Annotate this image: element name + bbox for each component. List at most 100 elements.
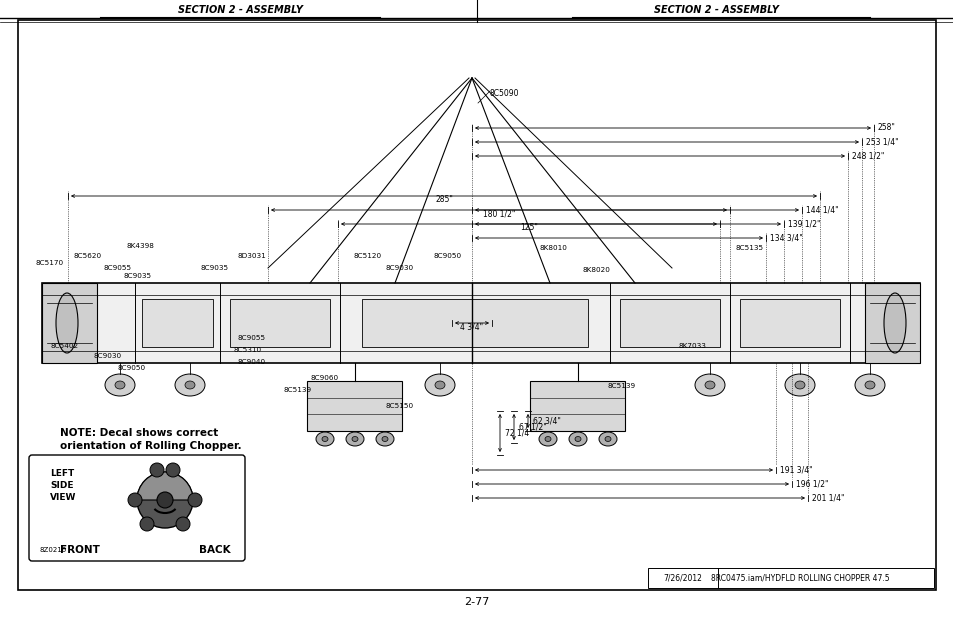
Bar [42,283,919,363]
Text: 8C5139: 8C5139 [284,387,312,393]
Circle shape [166,463,180,477]
Text: 8K7033: 8K7033 [678,343,705,349]
Text: 125": 125" [519,224,537,232]
Bar [739,299,840,347]
Ellipse shape [115,381,125,389]
Text: 8C5150: 8C5150 [386,403,414,409]
Text: 8C5120: 8C5120 [354,253,381,259]
Text: 8C5139: 8C5139 [607,383,636,389]
Ellipse shape [538,432,557,446]
Ellipse shape [704,381,714,389]
Text: 7/26/2012: 7/26/2012 [663,574,701,583]
Circle shape [140,517,153,531]
Ellipse shape [568,432,586,446]
Circle shape [150,463,164,477]
Text: 8D3031: 8D3031 [237,253,266,259]
Text: 8RC0475.iam/HYDFLD ROLLING CHOPPER 47.5: 8RC0475.iam/HYDFLD ROLLING CHOPPER 47.5 [710,574,888,583]
Text: 8C9030: 8C9030 [93,353,122,359]
Text: 248 1/2": 248 1/2" [851,151,883,161]
Text: LEFT: LEFT [50,468,74,478]
Text: 139 1/2": 139 1/2" [787,219,820,229]
Circle shape [128,493,142,507]
Text: 62 3/4": 62 3/4" [533,417,560,426]
Ellipse shape [315,432,334,446]
Text: VIEW: VIEW [50,493,76,501]
Text: 8C5090: 8C5090 [490,88,519,98]
Text: 8C9035: 8C9035 [201,265,229,271]
Text: 144 1/4": 144 1/4" [805,206,838,214]
Text: 201 1/4": 201 1/4" [811,494,843,502]
Bar [230,299,330,347]
Bar [618,299,720,347]
Text: 8C5402: 8C5402 [51,343,79,349]
Ellipse shape [105,374,135,396]
Ellipse shape [56,293,78,353]
Text: SECTION 2 - ASSEMBLY: SECTION 2 - ASSEMBLY [177,5,302,15]
Text: 72 1/4": 72 1/4" [504,428,532,438]
Text: 8C9055: 8C9055 [104,265,132,271]
Text: 8C9050: 8C9050 [434,253,461,259]
Bar [647,568,933,588]
Ellipse shape [695,374,724,396]
Ellipse shape [864,381,874,389]
Ellipse shape [185,381,194,389]
FancyBboxPatch shape [29,455,245,561]
Text: orientation of Rolling Chopper.: orientation of Rolling Chopper. [60,441,241,451]
Text: NOTE: Decal shows correct: NOTE: Decal shows correct [60,428,218,438]
Text: 8C5170: 8C5170 [36,260,64,266]
Text: 8C5620: 8C5620 [74,253,102,259]
Text: 8Z0210: 8Z0210 [40,547,67,553]
Text: FRONT: FRONT [60,545,100,555]
Text: 8C9050: 8C9050 [118,365,146,371]
Ellipse shape [424,374,455,396]
Text: 8C9055: 8C9055 [237,335,266,341]
Circle shape [188,493,202,507]
Ellipse shape [598,432,617,446]
Ellipse shape [352,436,357,441]
Text: 8C9030: 8C9030 [386,265,414,271]
Wedge shape [137,472,193,500]
Ellipse shape [575,436,580,441]
Ellipse shape [784,374,814,396]
Circle shape [137,472,193,528]
Text: 196 1/2": 196 1/2" [795,480,827,488]
Text: 8K8020: 8K8020 [581,267,609,273]
Text: 8C9035: 8C9035 [124,273,152,279]
Text: 8C5310: 8C5310 [233,347,262,353]
Text: 191 3/4": 191 3/4" [780,465,812,475]
Text: 8K8010: 8K8010 [538,245,566,251]
Ellipse shape [174,374,205,396]
Text: SECTION 2 - ASSEMBLY: SECTION 2 - ASSEMBLY [653,5,778,15]
Text: 8C9060: 8C9060 [311,375,338,381]
Text: 285": 285" [435,195,453,205]
Text: 258": 258" [877,124,895,132]
Text: 8K4398: 8K4398 [126,243,153,249]
Ellipse shape [346,432,364,446]
Ellipse shape [544,436,551,441]
Bar [361,299,588,347]
Ellipse shape [322,436,328,441]
Ellipse shape [381,436,388,441]
Bar [530,381,625,431]
Circle shape [157,492,172,508]
Text: SIDE: SIDE [50,481,73,489]
Bar [307,381,402,431]
Ellipse shape [794,381,804,389]
Text: 8C5135: 8C5135 [735,245,763,251]
Text: 2-77: 2-77 [464,597,489,607]
Bar [142,299,213,347]
Text: 8C9040: 8C9040 [237,359,266,365]
Bar [864,283,919,363]
Text: BACK: BACK [199,545,231,555]
Circle shape [175,517,190,531]
Text: 4 3/4": 4 3/4" [460,323,483,331]
Ellipse shape [854,374,884,396]
Text: 67 1/2": 67 1/2" [518,423,546,431]
Ellipse shape [435,381,444,389]
Bar [42,283,97,363]
Ellipse shape [604,436,610,441]
Text: 253 1/4": 253 1/4" [865,137,898,146]
Text: 134 3/4": 134 3/4" [769,234,801,242]
Text: 180 1/2": 180 1/2" [482,210,515,219]
Ellipse shape [375,432,394,446]
